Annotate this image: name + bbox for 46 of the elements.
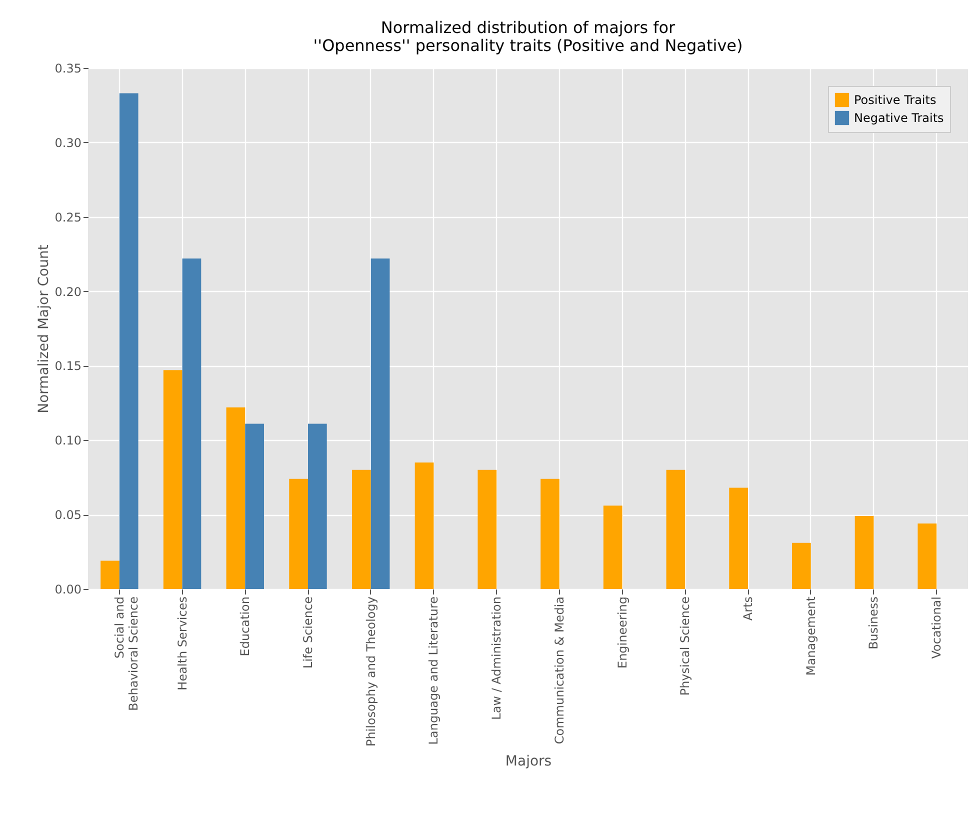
y-tick-label: 0.20 (54, 284, 82, 299)
y-tick-label: 0.25 (54, 210, 82, 224)
bar (854, 516, 874, 589)
x-axis-title: Majors (505, 754, 552, 770)
bar (245, 424, 264, 589)
bar (729, 488, 748, 589)
bar (289, 478, 308, 589)
x-tick-label: Language and Literature (426, 596, 441, 745)
x-tick-label: Arts (741, 596, 755, 621)
bar (119, 93, 138, 589)
y-axis-title: Normalized Major Count (36, 244, 52, 414)
x-tick-label: Health Services (175, 596, 190, 690)
x-tick-label: Management (804, 596, 818, 676)
bar (352, 470, 371, 589)
bar (666, 470, 686, 589)
bar (308, 424, 327, 589)
y-tick-label: 0.10 (54, 434, 82, 448)
y-tick-label: 0.05 (54, 508, 82, 522)
x-tick-label: Business (866, 596, 881, 650)
x-tick-label: Communication & Media (552, 596, 566, 744)
x-tick-label: Education (238, 596, 252, 656)
legend-label: Negative Traits (854, 111, 944, 125)
bar (226, 407, 246, 589)
bar (603, 506, 622, 589)
bar (540, 478, 560, 589)
x-tick-label: Physical Science (678, 596, 692, 696)
x-tick-label: Philosophy and Theology (364, 596, 378, 747)
x-tick-label: Law / Administration (490, 596, 504, 720)
x-tick-label: Life Science (301, 596, 315, 668)
bar (163, 370, 182, 589)
y-tick-label: 0.30 (54, 136, 82, 150)
x-tick-label: Vocational (930, 596, 944, 659)
x-tick-label: Engineering (615, 596, 630, 668)
legend-label: Positive Traits (854, 93, 936, 107)
bar (370, 258, 390, 589)
bar (100, 560, 120, 589)
bar (478, 470, 497, 589)
chart-title: Normalized distribution of majors for ''Openness'' personality traits (Positive and Negative) (313, 18, 743, 55)
y-tick-label: 0.35 (54, 62, 82, 76)
bar (918, 524, 937, 589)
bar (182, 258, 202, 589)
bar (792, 542, 811, 589)
y-tick-label: 0.00 (54, 582, 82, 596)
y-tick-label: 0.15 (54, 359, 82, 374)
x-tick-label: Social and Behavioral Science (112, 596, 140, 711)
bar (414, 462, 434, 589)
